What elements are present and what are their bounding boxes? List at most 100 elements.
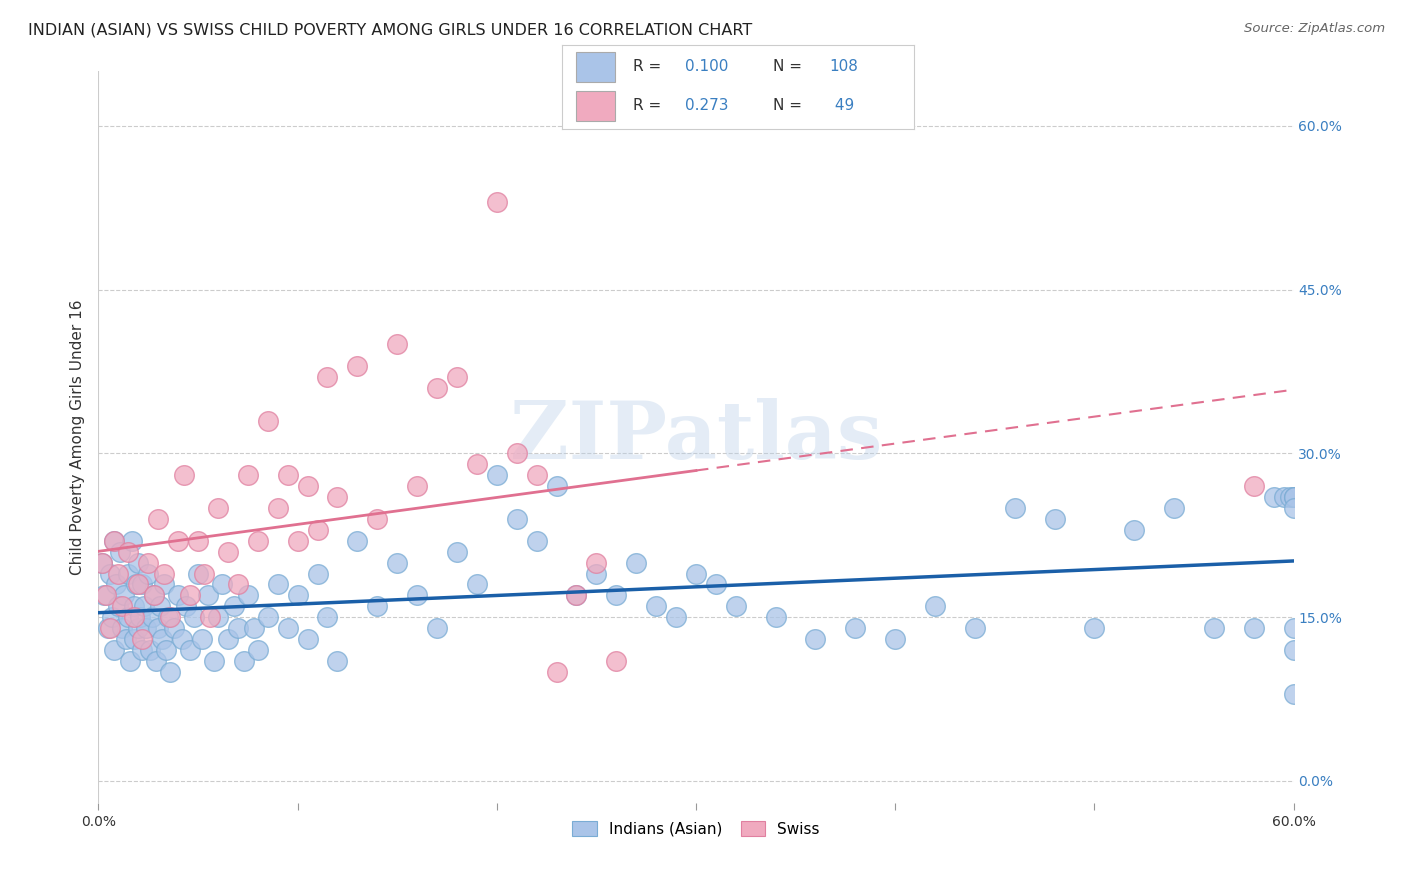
Point bbox=[704, 577, 727, 591]
Text: 0.273: 0.273 bbox=[686, 98, 728, 113]
Point bbox=[127, 621, 149, 635]
Point bbox=[125, 577, 148, 591]
Point bbox=[179, 588, 201, 602]
Point bbox=[1282, 501, 1305, 516]
Point bbox=[103, 533, 125, 548]
Point bbox=[107, 566, 129, 581]
Point bbox=[326, 490, 349, 504]
Point bbox=[287, 533, 309, 548]
Text: R =: R = bbox=[633, 98, 666, 113]
Point bbox=[277, 468, 299, 483]
Point bbox=[446, 370, 468, 384]
Point bbox=[426, 621, 449, 635]
Point bbox=[316, 610, 339, 624]
Point bbox=[585, 556, 607, 570]
Point bbox=[117, 545, 139, 559]
Point bbox=[153, 566, 176, 581]
Point bbox=[226, 621, 249, 635]
Point bbox=[724, 599, 747, 614]
Point bbox=[131, 632, 153, 646]
Point bbox=[297, 479, 319, 493]
Point bbox=[232, 654, 254, 668]
Point bbox=[844, 621, 866, 635]
Point bbox=[187, 533, 209, 548]
Point bbox=[267, 577, 290, 591]
Point bbox=[267, 501, 290, 516]
Point bbox=[963, 621, 986, 635]
Point bbox=[1243, 479, 1265, 493]
Text: 0.100: 0.100 bbox=[686, 59, 728, 74]
Point bbox=[1282, 643, 1305, 657]
Point bbox=[346, 359, 368, 373]
Point bbox=[605, 654, 627, 668]
Point bbox=[1282, 490, 1305, 504]
Point bbox=[307, 523, 329, 537]
Point bbox=[287, 588, 309, 602]
Point bbox=[148, 512, 170, 526]
Point bbox=[485, 195, 508, 210]
Point bbox=[626, 556, 648, 570]
Point bbox=[98, 566, 122, 581]
Point bbox=[101, 610, 124, 624]
Point bbox=[111, 621, 134, 635]
Point bbox=[136, 566, 159, 581]
Point bbox=[1123, 523, 1146, 537]
Text: ZIPatlas: ZIPatlas bbox=[510, 398, 882, 476]
Point bbox=[222, 599, 245, 614]
Point bbox=[506, 446, 529, 460]
Bar bbox=[576, 53, 614, 82]
Point bbox=[307, 566, 329, 581]
Text: INDIAN (ASIAN) VS SWISS CHILD POVERTY AMONG GIRLS UNDER 16 CORRELATION CHART: INDIAN (ASIAN) VS SWISS CHILD POVERTY AM… bbox=[28, 22, 752, 37]
Point bbox=[605, 588, 627, 602]
Point bbox=[153, 577, 176, 591]
Point bbox=[243, 621, 266, 635]
Point bbox=[127, 556, 149, 570]
Point bbox=[172, 632, 194, 646]
Text: Source: ZipAtlas.com: Source: ZipAtlas.com bbox=[1244, 22, 1385, 36]
Point bbox=[366, 512, 388, 526]
Point bbox=[211, 577, 233, 591]
Point bbox=[139, 643, 162, 657]
Point bbox=[924, 599, 946, 614]
Point bbox=[217, 545, 239, 559]
Point bbox=[129, 610, 152, 624]
Text: R =: R = bbox=[633, 59, 666, 74]
Point bbox=[111, 599, 134, 614]
Point bbox=[134, 599, 156, 614]
Point bbox=[115, 632, 138, 646]
Point bbox=[406, 588, 429, 602]
Point bbox=[446, 545, 468, 559]
Point bbox=[465, 577, 488, 591]
Point bbox=[112, 588, 135, 602]
Point bbox=[1004, 501, 1026, 516]
Point bbox=[202, 654, 225, 668]
Point bbox=[117, 566, 139, 581]
Point bbox=[124, 610, 146, 624]
Text: 49: 49 bbox=[830, 98, 853, 113]
Point bbox=[1282, 490, 1305, 504]
Point bbox=[105, 577, 128, 591]
Point bbox=[246, 533, 269, 548]
Point bbox=[141, 610, 163, 624]
Point bbox=[217, 632, 239, 646]
Point bbox=[506, 512, 529, 526]
Point bbox=[406, 479, 429, 493]
Point bbox=[159, 610, 181, 624]
Point bbox=[366, 599, 388, 614]
Point bbox=[207, 610, 229, 624]
Point bbox=[426, 381, 449, 395]
Point bbox=[485, 468, 508, 483]
Point bbox=[91, 556, 114, 570]
Point bbox=[765, 610, 787, 624]
Point bbox=[236, 588, 259, 602]
Point bbox=[103, 533, 125, 548]
Point bbox=[167, 588, 190, 602]
Point bbox=[157, 610, 180, 624]
Point bbox=[103, 643, 125, 657]
Point bbox=[1263, 490, 1285, 504]
Legend: Indians (Asian), Swiss: Indians (Asian), Swiss bbox=[567, 814, 825, 843]
Point bbox=[167, 533, 190, 548]
Point bbox=[143, 588, 166, 602]
Point bbox=[124, 599, 146, 614]
Point bbox=[1278, 490, 1301, 504]
